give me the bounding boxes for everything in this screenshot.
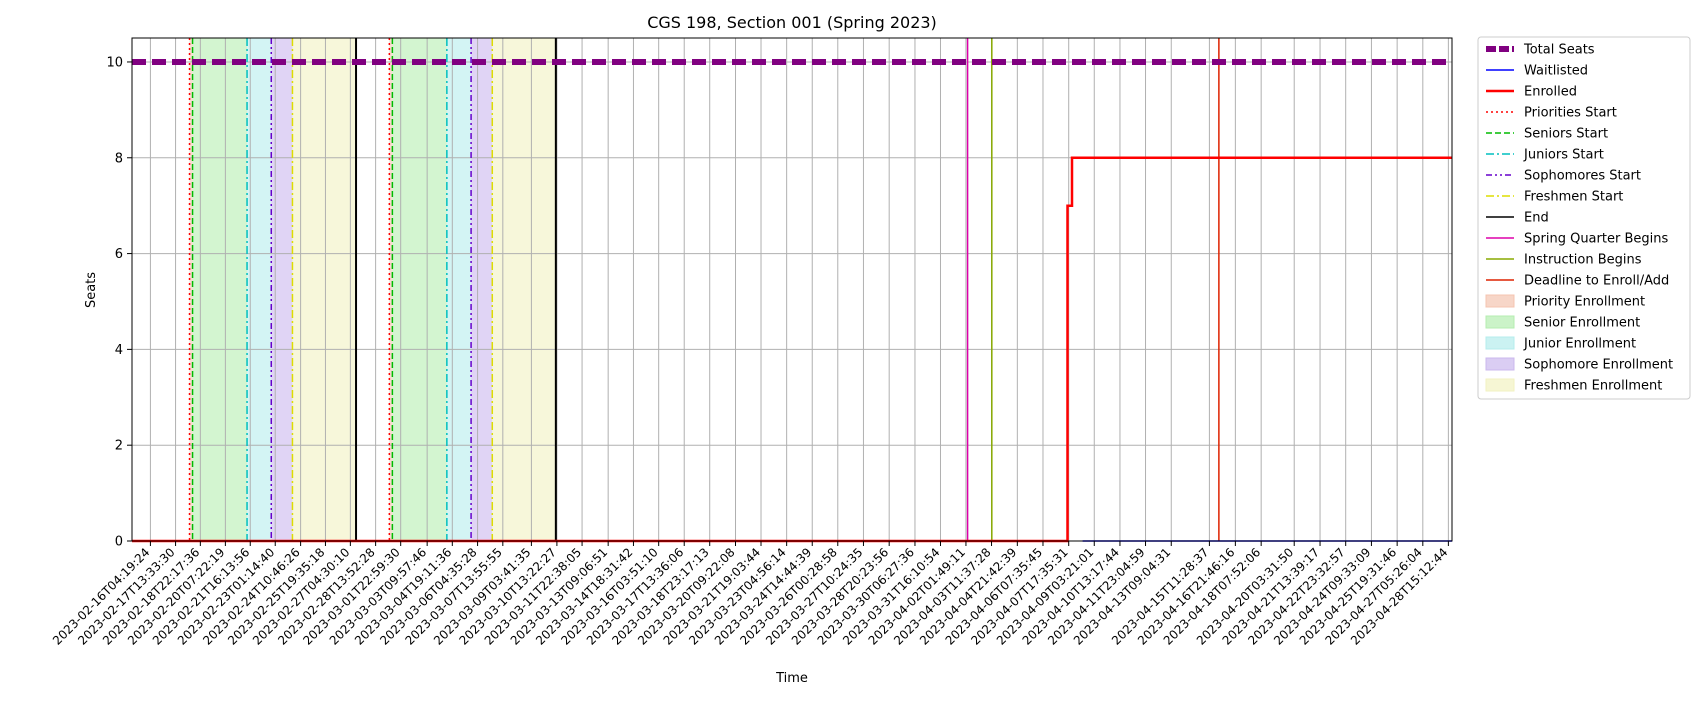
- span-priority-enrollment: [189, 38, 193, 541]
- chart-title: CGS 198, Section 001 (Spring 2023): [647, 13, 937, 32]
- legend: Total Seats Waitlisted Enrolled Priorities …: [1477, 36, 1691, 400]
- enrollment-spans: [189, 38, 556, 541]
- legend-priority-enrollment-swatch: [1485, 294, 1515, 308]
- legend-junior-enrollment-swatch: [1485, 336, 1515, 350]
- legend-sophomore-enrollment-swatch: [1485, 357, 1515, 371]
- plot-frame: [131, 37, 1453, 542]
- legend-box: [1477, 36, 1691, 400]
- event-lines: [188, 38, 1220, 541]
- x-axis-label: Time: [775, 671, 808, 686]
- legend-freshmen-enrollment-label: Freshmen Enrollment: [1524, 379, 1662, 394]
- legend-freshmen-start-label: Freshmen Start: [1524, 190, 1623, 205]
- axes: [127, 37, 1453, 546]
- span-senior-enrollment: [392, 38, 447, 541]
- legend-freshmen-enrollment-swatch: [1485, 378, 1515, 392]
- legend-senior-enrollment-label: Senior Enrollment: [1524, 316, 1640, 331]
- span-priority-enrollment: [389, 38, 393, 541]
- legend-sophomores-start-label: Sophomores Start: [1524, 169, 1641, 184]
- y-tick-label: 10: [106, 55, 123, 70]
- legend-senior-enrollment-swatch: [1485, 315, 1515, 329]
- tick-labels: 02468102023-02-16T04:19:242023-02-17T13:…: [50, 55, 1450, 647]
- span-senior-enrollment: [192, 38, 248, 541]
- y-axis-label: Seats: [84, 272, 99, 308]
- legend-enrolled-label: Enrolled: [1524, 85, 1577, 100]
- legend-total-seats-label: Total Seats: [1523, 43, 1595, 58]
- legend-sophomore-enrollment-label: Sophomore Enrollment: [1524, 358, 1673, 373]
- y-tick-label: 0: [115, 535, 123, 550]
- span-junior-enrollment: [247, 38, 272, 541]
- span-freshmen-enrollment: [292, 38, 357, 541]
- y-tick-label: 6: [115, 247, 123, 262]
- span-junior-enrollment: [446, 38, 472, 541]
- legend-juniors-start-label: Juniors Start: [1523, 148, 1604, 163]
- legend-junior-enrollment-label: Junior Enrollment: [1523, 337, 1636, 352]
- legend-spring-quarter-begins-label: Spring Quarter Begins: [1524, 232, 1668, 247]
- legend-waitlisted-label: Waitlisted: [1524, 64, 1588, 79]
- span-sophomore-enrollment: [471, 38, 493, 541]
- span-freshmen-enrollment: [492, 38, 556, 541]
- y-tick-label: 4: [115, 343, 123, 358]
- grid-lines: [132, 38, 1452, 542]
- legend-end-label: End: [1524, 211, 1549, 226]
- legend-priorities-start-label: Priorities Start: [1524, 106, 1617, 121]
- legend-deadline-to-enroll-add-label: Deadline to Enroll/Add: [1524, 274, 1669, 289]
- y-tick-label: 8: [115, 151, 123, 166]
- y-tick-label: 2: [115, 439, 123, 454]
- legend-seniors-start-label: Seniors Start: [1524, 127, 1608, 142]
- legend-instruction-begins-label: Instruction Begins: [1524, 253, 1642, 268]
- span-sophomore-enrollment: [271, 38, 293, 541]
- legend-priority-enrollment-label: Priority Enrollment: [1524, 295, 1645, 310]
